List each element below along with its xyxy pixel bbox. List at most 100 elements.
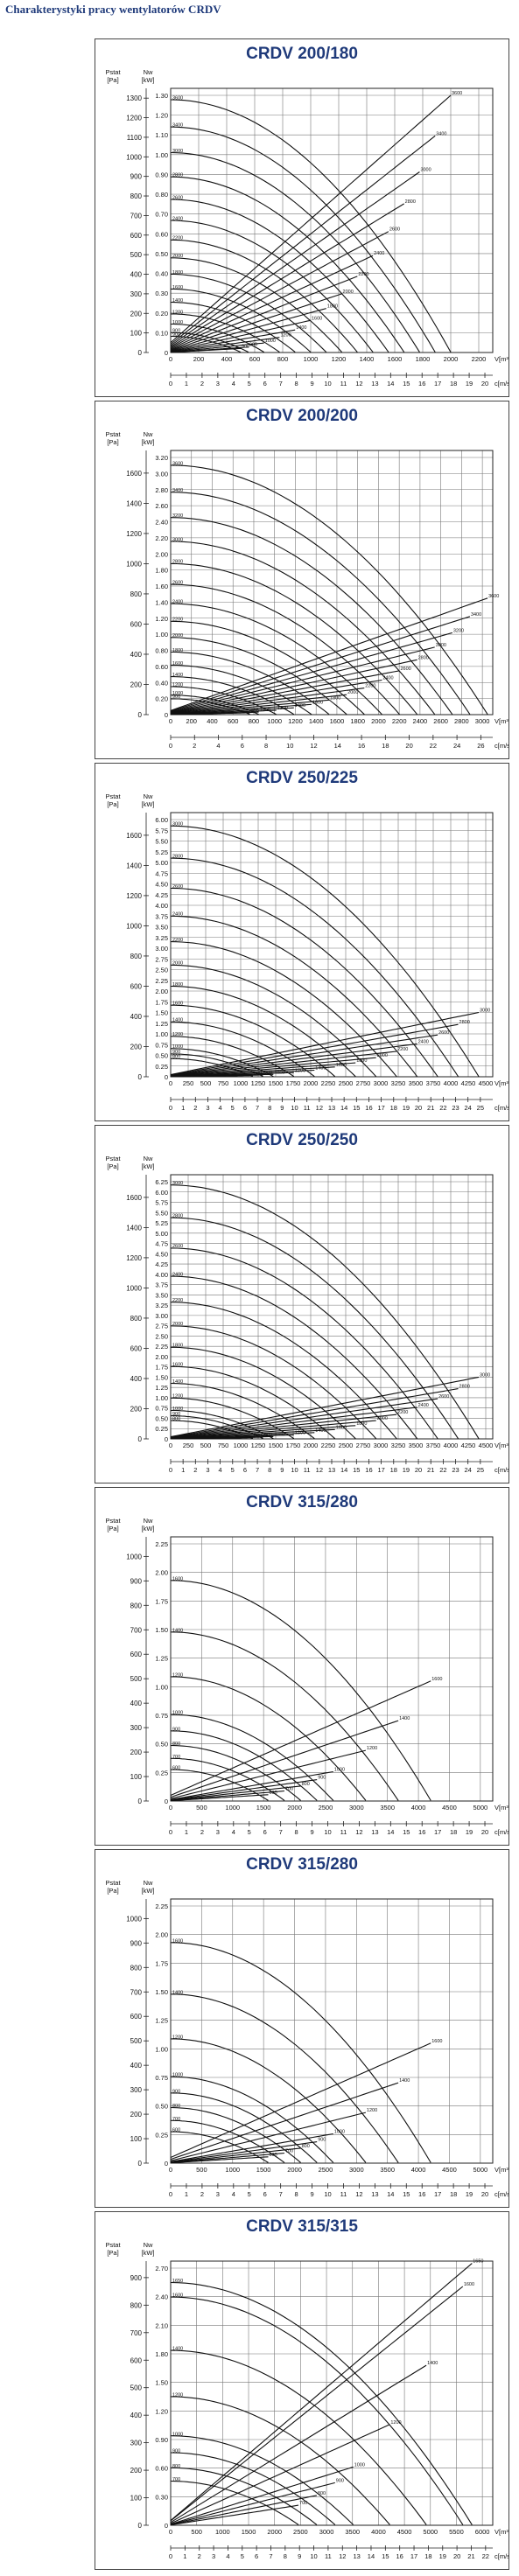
x-tick-label: 1250 — [251, 1442, 266, 1449]
y2-tick-label: 1.50 — [155, 1988, 168, 1996]
rpm-label-end: 600 — [269, 1791, 277, 1796]
power-curve — [170, 2133, 333, 2162]
y2-tick-label: 2.75 — [155, 955, 168, 963]
power-curve — [170, 337, 280, 353]
rpm-label: 1400 — [172, 2347, 183, 2352]
rpm-label-end: 1200 — [277, 706, 288, 711]
x2-tick-label: 6 — [263, 380, 267, 387]
chart-svg: 0 0.10 0.20 0.30 0.40 0.50 0.60 0.70 0.80 0.90 1.0… — [105, 68, 508, 387]
y-tick-label: 600 — [130, 232, 143, 240]
y2-tick-label: 1.20 — [155, 112, 168, 120]
x-tick-label: 0 — [169, 1804, 172, 1812]
x-tick-label: 200 — [186, 717, 197, 725]
x2-tick-label: 17 — [377, 1466, 384, 1474]
y2-tick-label: 0.30 — [155, 2493, 168, 2501]
x-tick-label: 1500 — [256, 2166, 271, 2174]
rpm-label: 1000 — [172, 2073, 183, 2078]
power-curve — [170, 688, 365, 715]
x2-tick-label: 15 — [382, 2552, 389, 2560]
y2-tick-label: 3.75 — [155, 912, 168, 920]
y-tick-label: 100 — [130, 2495, 143, 2503]
x2-tick-label: 24 — [465, 1466, 472, 1474]
rpm-label: 1200 — [172, 1394, 183, 1400]
x-tick-label: 1250 — [251, 1079, 266, 1087]
pressure-curve — [170, 199, 389, 353]
rpm-label: 1400 — [172, 1018, 183, 1023]
rpm-label: 600 — [172, 1766, 180, 1771]
x-tick-label: 1500 — [269, 1442, 284, 1449]
y-tick-label: 600 — [130, 982, 143, 990]
rpm-label-end: 2400 — [374, 251, 384, 256]
chart-panel: CRDV 315/280 0 0.25 0.50 0.75 1.00 1.25 1.50 1.7… — [95, 1849, 509, 2208]
x-tick-label: 1800 — [350, 717, 365, 725]
x-tick-label: 0 — [169, 717, 172, 725]
y-tick-label: 900 — [130, 2274, 143, 2282]
pressure-curve — [171, 1346, 356, 1440]
y2-tick-label: 4.50 — [155, 881, 168, 889]
x2-tick-label: 6 — [243, 1104, 247, 1112]
x-tick-label: 1750 — [286, 1079, 301, 1087]
y-tick-label: 0 — [138, 349, 143, 357]
rpm-label-end: 2800 — [459, 1385, 470, 1390]
y2-axis-label: Nw — [144, 1155, 153, 1162]
x2-tick-label: 20 — [415, 1466, 422, 1474]
chart-title: CRDV 250/250 — [246, 1131, 358, 1149]
pressure-curve — [170, 1325, 377, 1440]
curves — [170, 94, 452, 353]
rpm-label-end: 3600 — [488, 594, 499, 599]
x-tick-label: 6000 — [475, 2528, 490, 2536]
y2-tick-label: 0 — [165, 1435, 168, 1443]
pressure-curve — [170, 2076, 334, 2163]
y2-tick-label: 0.90 — [155, 2436, 168, 2444]
x2-tick-label: 2 — [193, 1104, 197, 1112]
power-curve — [170, 2112, 367, 2161]
x-tick-label: 3750 — [426, 1079, 441, 1087]
x2-tick-label: 1 — [181, 1104, 185, 1112]
x2-tick-label: 19 — [466, 1828, 473, 1836]
x2-tick-label: 9 — [298, 2552, 301, 2560]
x2-tick-label: 14 — [387, 2190, 394, 2198]
y-axis-label: Pstat — [105, 430, 121, 438]
y-tick-label: 200 — [130, 310, 143, 318]
x2-tick-label: 19 — [466, 2190, 473, 2198]
chart-svg: 0 0.25 0.500.75 1.00 1.25 1.501.75 2.00 2.25 2.5… — [105, 1155, 508, 1474]
x2-tick-label: 7 — [279, 2190, 283, 2198]
rpm-label: 2800 — [172, 173, 183, 178]
rpm-label: 2600 — [172, 580, 183, 585]
rpm-label-end: 1600 — [312, 700, 323, 705]
y2-tick-label: 3.25 — [155, 934, 168, 942]
y-tick-label: 800 — [130, 590, 143, 598]
rpm-label: 600 — [172, 2128, 180, 2133]
rpm-label: 2000 — [172, 961, 183, 967]
power-curve — [170, 632, 452, 713]
pressure-curve — [171, 1004, 336, 1078]
rpm-label: 3000 — [172, 1181, 183, 1186]
rpm-label-end: 1000 — [274, 1070, 284, 1075]
x2-tick-label: 23 — [452, 1466, 459, 1474]
y2-tick-label: 0.25 — [155, 1425, 168, 1433]
x-tick-label: 0 — [169, 1442, 172, 1449]
rpm-label-end: 3000 — [420, 168, 431, 173]
y-tick-label: 400 — [130, 651, 143, 659]
x2-tick-label: 4 — [232, 1828, 235, 1836]
rpm-label-end: 1000 — [260, 708, 270, 713]
rpm-label-end: 2800 — [459, 1020, 470, 1025]
pressure-curve — [170, 603, 382, 716]
y-tick-label: 300 — [130, 2086, 143, 2094]
y2-tick-label: 5.50 — [155, 838, 168, 846]
rpm-label-end: 3000 — [480, 1372, 490, 1378]
y2-tick-label: 6.25 — [155, 1178, 168, 1186]
y-tick-label: 800 — [130, 2301, 143, 2309]
y-tick-label: 600 — [130, 1344, 143, 1352]
rpm-label: 1200 — [172, 2393, 183, 2398]
x2-tick-label: 2 — [193, 742, 196, 750]
chart-title: CRDV 315/280 — [246, 1493, 358, 1511]
rpm-label: 1400 — [172, 1990, 183, 1995]
x-tick-label: 600 — [249, 355, 261, 363]
x-tick-label: 250 — [183, 1442, 194, 1449]
x2-tick-label: 18 — [390, 1466, 397, 1474]
rpm-label: 1000 — [172, 691, 183, 696]
pressure-curve — [170, 2106, 301, 2163]
y-tick-label: 1000 — [126, 153, 142, 161]
x2-axis-label: c[m/s] — [494, 2190, 508, 2198]
